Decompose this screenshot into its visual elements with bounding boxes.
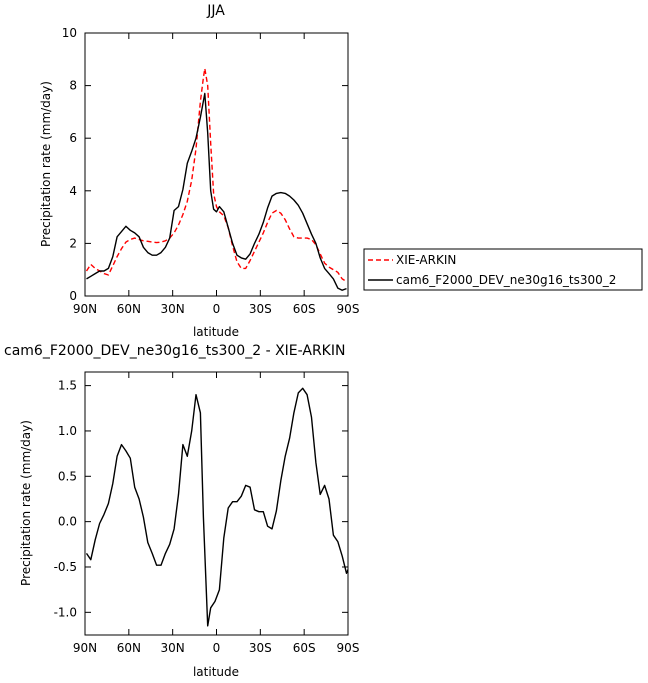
x-tick-label: 0 bbox=[213, 641, 221, 655]
y-tick-label: 1.0 bbox=[58, 424, 77, 438]
x-tick-label: 0 bbox=[213, 302, 221, 316]
bottom-chart-series bbox=[85, 387, 348, 627]
top-chart-plot-frame bbox=[84, 32, 349, 297]
x-tick-label: 90N bbox=[73, 302, 97, 316]
legend-frame bbox=[363, 248, 643, 291]
top-chart-title: JJA bbox=[206, 3, 225, 19]
x-tick-label: 30S bbox=[249, 641, 272, 655]
series-line-0 bbox=[85, 387, 348, 627]
top-chart-legend: XIE-ARKIN cam6_F2000_DEV_ne30g16_ts300_2 bbox=[363, 248, 643, 291]
series-line-0 bbox=[85, 67, 347, 283]
y-tick-label: 10 bbox=[62, 26, 77, 40]
y-tick-label: 2 bbox=[69, 236, 77, 250]
x-tick-label: 90N bbox=[73, 641, 97, 655]
y-tick-label: 0.0 bbox=[58, 515, 77, 529]
top-chart-ylabel: Precipitation rate (mm/day) bbox=[39, 81, 53, 247]
y-tick-label: 0.5 bbox=[58, 469, 77, 483]
top-chart-series bbox=[85, 67, 347, 291]
top-chart-ticks: 90N 60N 30N 0 30S 60S 90S 0 2 4 6 8 10 bbox=[62, 26, 360, 316]
y-tick-label: -0.5 bbox=[54, 560, 77, 574]
x-tick-label: 90S bbox=[337, 641, 360, 655]
legend-label-xie-arkin: XIE-ARKIN bbox=[396, 253, 456, 267]
x-tick-label: 60S bbox=[293, 302, 316, 316]
legend-label-cam6: cam6_F2000_DEV_ne30g16_ts300_2 bbox=[396, 273, 616, 287]
bottom-chart-ylabel: Precipitation rate (mm/day) bbox=[19, 420, 33, 586]
x-tick-label: 60N bbox=[117, 641, 141, 655]
x-tick-label: 30S bbox=[249, 302, 272, 316]
x-tick-label: 30N bbox=[161, 641, 185, 655]
bottom-chart-xlabel: latitude bbox=[193, 665, 239, 679]
x-tick-label: 30N bbox=[161, 302, 185, 316]
y-tick-label: 8 bbox=[69, 79, 77, 93]
bottom-chart-title: cam6_F2000_DEV_ne30g16_ts300_2 - XIE-ARK… bbox=[4, 343, 345, 359]
series-line-1 bbox=[86, 92, 347, 291]
y-tick-label: -1.0 bbox=[54, 605, 77, 619]
bottom-chart: cam6_F2000_DEV_ne30g16_ts300_2 - XIE-ARK… bbox=[4, 343, 359, 679]
bottom-chart-ticks: 90N 60N 30N 0 30S 60S 90S -1.0 -0.5 0.0 0.5 1.0 1.5 bbox=[54, 372, 360, 655]
x-tick-label: 60S bbox=[293, 641, 316, 655]
y-tick-label: 1.5 bbox=[58, 379, 77, 393]
y-tick-label: 0 bbox=[69, 289, 77, 303]
x-tick-label: 90S bbox=[337, 302, 360, 316]
y-tick-label: 6 bbox=[69, 131, 77, 145]
top-chart-xlabel: latitude bbox=[193, 325, 239, 339]
x-tick-label: 60N bbox=[117, 302, 141, 316]
y-tick-label: 4 bbox=[69, 184, 77, 198]
